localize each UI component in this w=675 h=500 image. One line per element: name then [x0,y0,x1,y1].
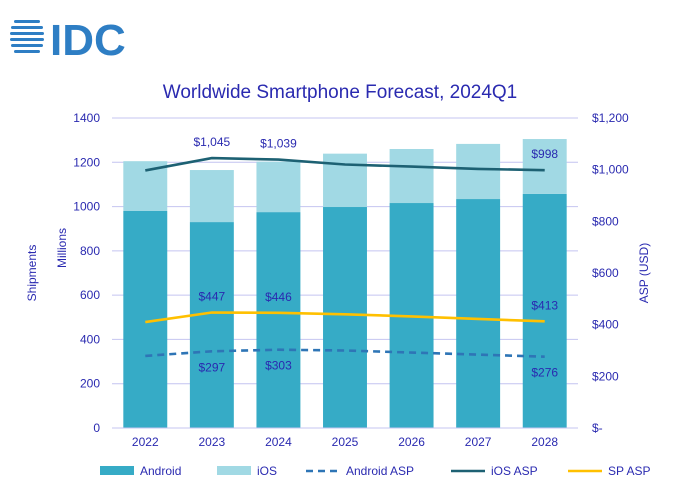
line-android-asp [145,348,545,358]
x-tick-label: 2026 [398,435,425,449]
bar-android [323,207,367,428]
x-tick-label: 2022 [132,435,159,449]
y2-axis-label: ASP (USD) [637,243,651,303]
x-tick-label: 2027 [465,435,492,449]
legend-label-sp-asp: SP ASP [608,464,650,478]
x-tick-label: 2025 [332,435,359,449]
line-sp-asp [145,311,545,324]
y2-tick-label: $1,000 [592,163,629,177]
legend-label-ios: iOS [257,464,277,478]
x-tick-label: 2028 [531,435,558,449]
data-label-sp-asp: $447 [199,290,226,304]
bar-android [456,199,501,428]
legend-label-android: Android [140,464,181,478]
bar-ios [456,143,501,200]
y-tick-label: 600 [80,288,100,302]
x-tick-label: 2023 [199,435,226,449]
bar-ios [189,170,234,223]
y-tick-label: 1400 [73,111,100,125]
data-label-sp-asp: $446 [265,290,292,304]
bar-ios [522,139,567,194]
y2-tick-label: $800 [592,214,619,228]
data-label-ios-asp: $1,045 [194,135,231,149]
y-axis-label: Shipments [25,245,39,302]
bar-ios [256,161,301,213]
legend-label-ios-asp: iOS ASP [491,464,538,478]
data-label-android-asp: $276 [531,366,558,380]
chart-title: Worldwide Smartphone Forecast, 2024Q1 [163,82,518,103]
data-label-ios-asp: $1,039 [260,137,297,151]
y-tick-label: 800 [80,244,100,258]
bar-ios [323,153,367,208]
bar-android [189,222,234,428]
idc-logo: IDC [10,16,126,65]
y2-tick-label: $- [592,421,603,435]
legend-swatch-ios [217,466,251,475]
y2-tick-label: $200 [592,369,619,383]
y2-tick-label: $1,200 [592,111,629,125]
data-label-android-asp: $303 [265,359,292,373]
legend-label-android-asp: Android ASP [346,464,414,478]
x-tick-label: 2024 [265,435,292,449]
logo-text: IDC [50,16,126,65]
bar-android [256,212,301,428]
y-tick-label: 200 [80,377,100,391]
legend-swatch-android [100,466,134,475]
y-tick-label: 400 [80,332,100,346]
y-tick-label: 0 [93,421,100,435]
bar-ios [389,149,434,204]
data-label-ios-asp: $998 [531,147,558,161]
line-ios-asp [145,156,545,172]
y-tick-label: 1000 [73,200,100,214]
data-label-android-asp: $297 [199,360,226,374]
data-label-sp-asp: $413 [531,298,558,312]
bar-android [522,193,567,428]
y2-tick-label: $600 [592,266,619,280]
y-axis-sublabel: Millions [55,228,69,268]
y2-tick-label: $400 [592,318,619,332]
y-tick-label: 1200 [73,155,100,169]
